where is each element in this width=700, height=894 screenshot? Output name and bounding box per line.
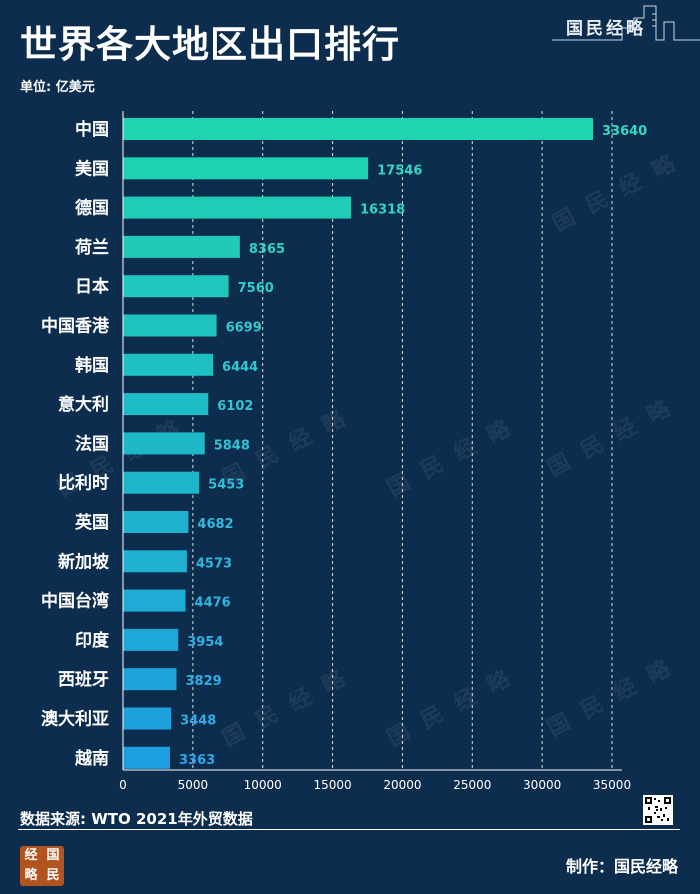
x-tick-label: 0 [119, 778, 127, 792]
data-label: 8365 [249, 242, 285, 257]
category-label: 中国香港 [41, 316, 110, 337]
data-label: 3954 [187, 635, 223, 650]
data-label: 4573 [196, 556, 232, 571]
bar [123, 589, 186, 612]
chart-title: 世界各大地区出口排行 [20, 23, 400, 66]
source-note: 数据来源: WTO 2021年外贸数据 [20, 810, 253, 828]
data-label: 6444 [222, 360, 258, 375]
category-label: 越南 [74, 748, 109, 769]
category-label: 日本 [75, 276, 109, 297]
bars: 中国 33640 美国 17546 德国 16318 荷兰 8365 日本 7560 中国香港 669… [41, 118, 647, 769]
x-tick-label: 5000 [178, 778, 209, 792]
bar [123, 511, 189, 533]
data-label: 4682 [197, 517, 233, 532]
x-tick-label: 30000 [523, 778, 561, 792]
bar [123, 118, 593, 140]
category-label: 新加坡 [58, 551, 109, 572]
data-label: 33640 [602, 124, 647, 139]
grid-lines [192, 111, 613, 770]
qr-code[interactable] [643, 795, 673, 825]
category-label: 澳大利亚 [41, 709, 109, 730]
seal-char: 国 [46, 848, 60, 863]
data-label: 7560 [238, 281, 274, 296]
x-tick-label: 35000 [593, 778, 631, 792]
data-label: 6102 [217, 399, 253, 414]
x-axis: 0 5000 10000 15000 20000 25000 30000 35000 [119, 111, 631, 792]
brand-seal: 经 国 略 民 [20, 846, 64, 886]
bar [123, 235, 240, 258]
bar [123, 196, 351, 219]
category-label: 韩国 [75, 355, 109, 376]
category-label: 荷兰 [75, 237, 109, 258]
footer-divider [18, 829, 680, 830]
category-label: 比利时 [58, 473, 109, 494]
data-label: 5453 [208, 478, 244, 493]
category-label: 中国台湾 [41, 591, 109, 612]
bar [123, 353, 214, 376]
category-label: 中国 [75, 119, 109, 140]
x-tick-label: 15000 [313, 778, 351, 792]
category-label: 印度 [75, 630, 110, 651]
brand-logo: 国民经略 [552, 0, 700, 46]
brand-name: 国民经略 [566, 19, 646, 39]
seal-char: 略 [24, 868, 38, 883]
bar [123, 471, 200, 494]
seal-char: 经 [24, 848, 38, 863]
skyline-icon [552, 5, 700, 41]
x-tick-label: 25000 [453, 778, 491, 792]
bar [123, 157, 369, 180]
unit-label: 单位: 亿美元 [20, 80, 95, 95]
bar [123, 275, 229, 298]
bar [123, 707, 172, 730]
data-label: 3363 [179, 753, 215, 768]
data-label: 5848 [214, 438, 250, 453]
data-label: 3829 [185, 674, 221, 689]
x-tick-label: 10000 [244, 778, 282, 792]
category-label: 法国 [75, 433, 109, 454]
bar [123, 628, 179, 651]
qr-icon [645, 797, 671, 823]
x-tick-label: 20000 [383, 778, 421, 792]
data-label: 4476 [195, 596, 231, 611]
bar [123, 314, 217, 337]
credit-label: 制作：国民经略 [565, 857, 678, 876]
bar [123, 432, 205, 455]
category-label: 意大利 [58, 394, 109, 415]
category-label: 美国 [75, 158, 109, 179]
bar [123, 668, 177, 691]
bar [123, 550, 187, 573]
category-label: 英国 [75, 512, 109, 533]
data-label: 16318 [360, 203, 405, 218]
data-label: 6699 [226, 321, 262, 336]
data-label: 3448 [180, 714, 216, 729]
data-label: 17546 [377, 163, 422, 178]
bar [123, 746, 170, 769]
bar [123, 393, 209, 416]
bar-chart: 中国 33640 美国 17546 德国 16318 荷兰 8365 日本 7560 中国香港 669… [41, 111, 647, 792]
category-label: 德国 [75, 198, 109, 219]
seal-char: 民 [46, 868, 60, 883]
category-label: 西班牙 [58, 670, 109, 690]
